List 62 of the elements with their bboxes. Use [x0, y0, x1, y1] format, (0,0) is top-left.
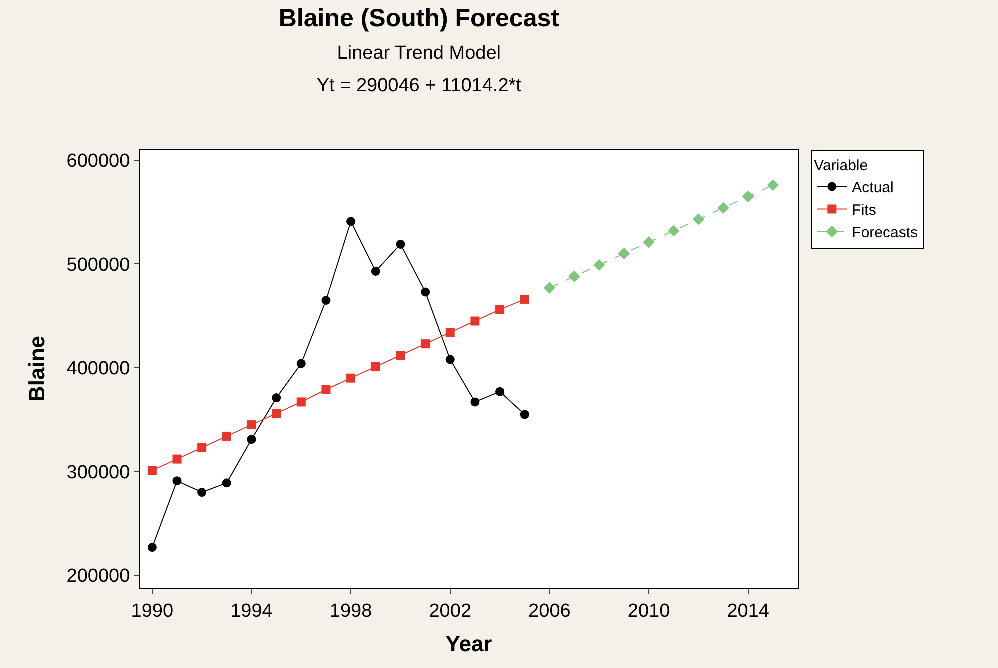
- legend-label: Actual: [852, 180, 894, 197]
- x-axis-title: Year: [446, 632, 493, 657]
- x-tick-label: 2002: [429, 600, 472, 622]
- point: [371, 266, 380, 276]
- point: [172, 476, 182, 486]
- x-tick-label: 1994: [230, 600, 274, 622]
- point: [742, 190, 754, 203]
- point: [322, 385, 331, 394]
- point: [222, 478, 232, 488]
- point: [668, 225, 680, 237]
- point: [346, 217, 356, 226]
- x-tick-label: 1998: [330, 600, 372, 622]
- point: [148, 543, 157, 552]
- point: [470, 398, 480, 407]
- point: [594, 259, 606, 272]
- y-tick-label: 200000: [66, 566, 130, 588]
- point: [643, 236, 655, 248]
- point: [568, 270, 580, 282]
- y-tick-label: 400000: [66, 358, 130, 380]
- x-tick-label: 1990: [131, 600, 174, 622]
- point: [222, 432, 232, 441]
- point: [272, 394, 282, 403]
- y-tick-label: 600000: [66, 151, 130, 172]
- point: [496, 387, 505, 396]
- point: [198, 443, 207, 452]
- point: [692, 214, 705, 226]
- y-axis-title: Blaine: [24, 336, 50, 402]
- point: [371, 362, 380, 372]
- chart-title: Blaine (South) Forecast: [278, 4, 560, 33]
- point: [446, 328, 455, 338]
- point: [396, 351, 406, 360]
- point: [346, 374, 356, 383]
- point: [296, 398, 306, 407]
- point: [247, 435, 256, 444]
- point: [198, 488, 207, 498]
- point: [520, 294, 530, 304]
- point: [421, 340, 430, 349]
- point: [544, 282, 556, 294]
- point: [148, 466, 157, 476]
- point: [296, 359, 306, 368]
- point: [496, 305, 505, 314]
- legend-label: Fits: [852, 202, 876, 220]
- point: [172, 454, 182, 464]
- x-tick-label: 2010: [628, 600, 670, 622]
- point: [520, 410, 530, 420]
- point: [396, 240, 406, 249]
- point: [322, 296, 331, 305]
- legend-label: Forecasts: [852, 224, 918, 242]
- point: [718, 202, 730, 214]
- point: [446, 355, 455, 364]
- point: [247, 420, 256, 430]
- point: [272, 409, 282, 418]
- y-tick-label: 500000: [66, 254, 130, 276]
- chart-subtitle: Linear Trend Model Yt = 290046 + 11014.2*t: [316, 43, 522, 97]
- point: [421, 288, 430, 297]
- legend-title: Variable: [814, 158, 868, 174]
- x-tick-label: 2014: [727, 600, 770, 622]
- y-tick-label: 300000: [66, 462, 130, 484]
- point: [470, 316, 480, 326]
- x-tick-label: 2006: [528, 600, 571, 622]
- point: [767, 179, 780, 192]
- point: [618, 248, 630, 260]
